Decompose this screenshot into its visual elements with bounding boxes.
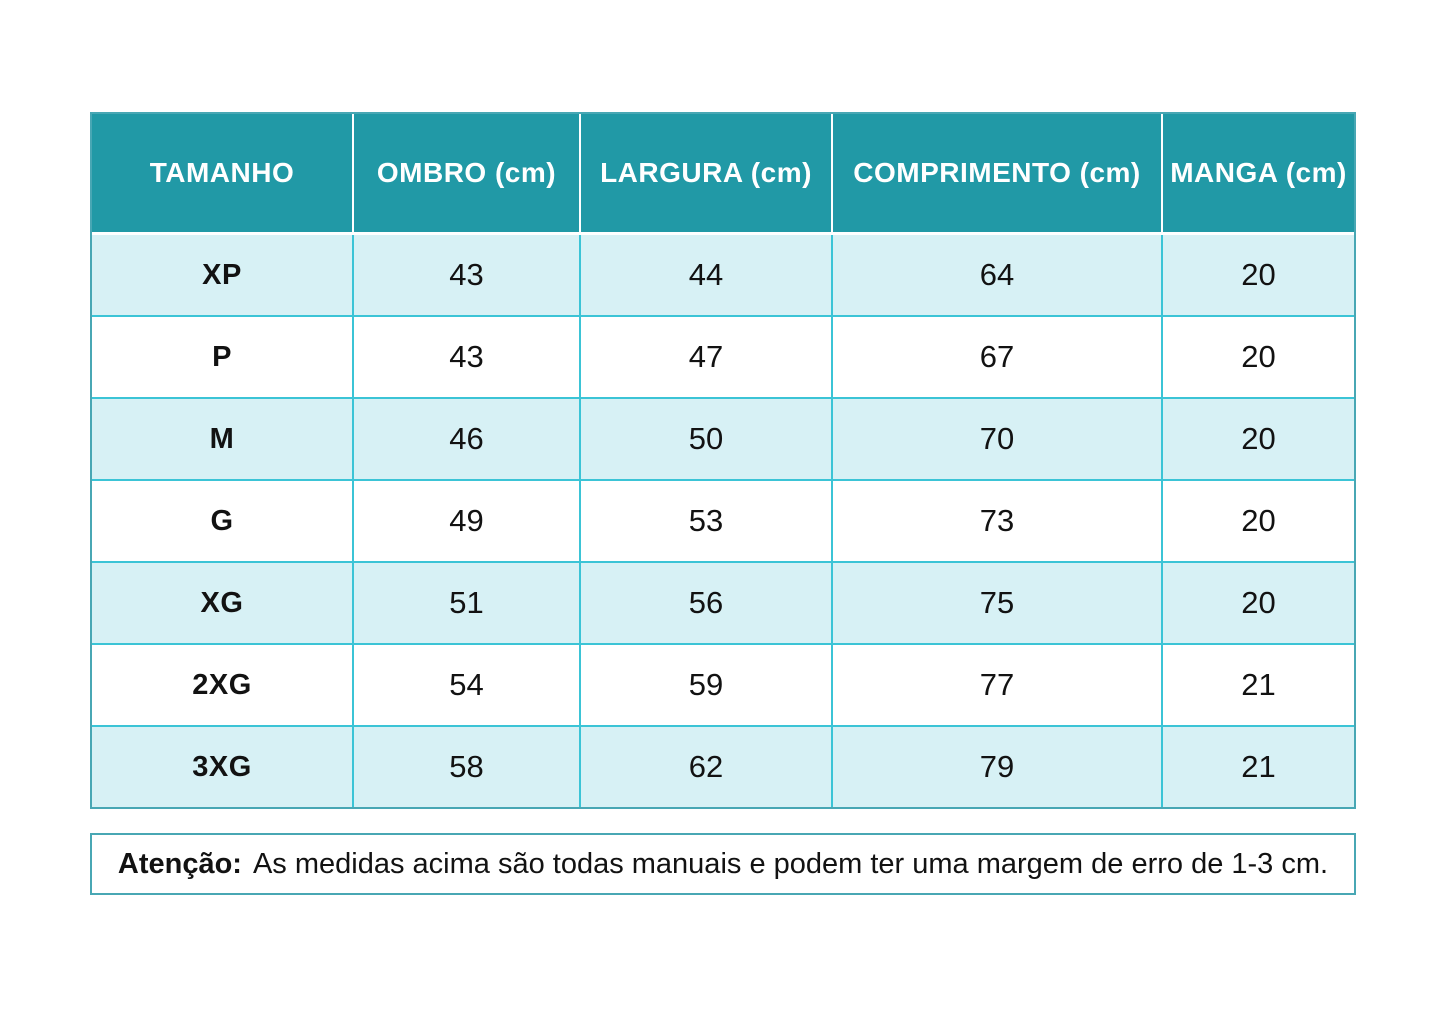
size-cell: M [92,399,354,479]
value-cell: 51 [354,563,581,643]
table-row: 3XG 58 62 79 21 [92,727,1354,807]
value-cell: 21 [1241,667,1276,702]
value-cell: 64 [833,235,1163,315]
size-cell: XG [92,563,354,643]
table-row: 2XG 54 59 77 21 [92,645,1354,727]
value-cell: 20 [1241,421,1276,456]
header-cell-3: COMPRIMENTO (cm) [833,114,1163,232]
value-cell: 20 [1241,503,1276,538]
value-cell: 73 [833,481,1163,561]
note-label: Atenção: [117,847,242,880]
value-cell: 62 [581,727,833,807]
table-row: M 46 50 70 20 [92,399,1354,481]
header-cell-2: LARGURA (cm) [581,114,833,232]
size-cell: 2XG [92,645,354,725]
value-cell: 59 [581,645,833,725]
value-cell: 56 [581,563,833,643]
value-cell: 70 [833,399,1163,479]
size-cell: XP [92,235,354,315]
value-cell: 43 [354,317,581,397]
note-text: As medidas acima são todas manuais e pod… [252,847,1329,880]
table-row: XG 51 56 75 20 [92,563,1354,645]
note-box: Atenção: As medidas acima são todas manu… [90,833,1356,895]
size-cell: G [92,481,354,561]
size-cell: P [92,317,354,397]
value-cell: 20 [1241,257,1276,292]
value-cell: 67 [833,317,1163,397]
table-row: G 49 53 73 20 [92,481,1354,563]
value-cell: 58 [354,727,581,807]
value-cell: 75 [833,563,1163,643]
size-chart-table: TAMANHO OMBRO (cm) LARGURA (cm) COMPRIMENTO… [90,112,1356,809]
table-body: XP 43 44 64 20 P 43 47 67 20 M 46 50 70 20 G 49 53 73 20 XG 5… [92,235,1354,807]
header-cell-0: TAMANHO [92,114,354,232]
value-cell: 53 [581,481,833,561]
value-cell: 50 [581,399,833,479]
value-cell: 46 [354,399,581,479]
value-cell: 44 [581,235,833,315]
header-cell-4: MANGA (cm) [1170,157,1347,188]
table-header-row: TAMANHO OMBRO (cm) LARGURA (cm) COMPRIMENTO… [92,114,1354,235]
value-cell: 47 [581,317,833,397]
value-cell: 79 [833,727,1163,807]
value-cell: 20 [1241,585,1276,620]
value-cell: 21 [1241,749,1276,784]
value-cell: 54 [354,645,581,725]
value-cell: 20 [1241,339,1276,374]
value-cell: 43 [354,235,581,315]
value-cell: 77 [833,645,1163,725]
header-cell-1: OMBRO (cm) [354,114,581,232]
size-cell: 3XG [92,727,354,807]
table-row: P 43 47 67 20 [92,317,1354,399]
value-cell: 49 [354,481,581,561]
table-row: XP 43 44 64 20 [92,235,1354,317]
